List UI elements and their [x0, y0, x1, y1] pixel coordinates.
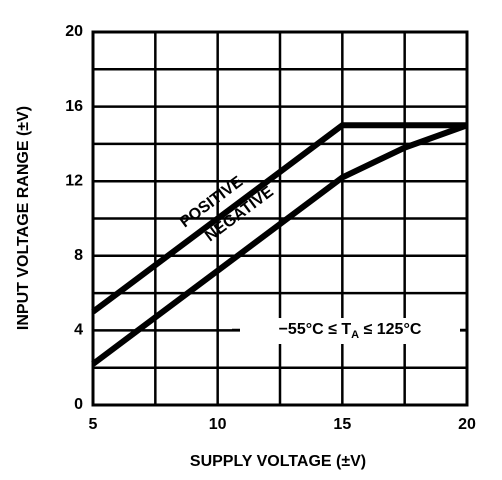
x-tick-label: 15: [333, 416, 351, 433]
annotation-bg: [240, 318, 460, 344]
x-tick-label: 10: [209, 416, 227, 433]
annotation-text: −55°C ≤ TA ≤ 125°C: [279, 321, 422, 341]
y-tick-label: 20: [65, 23, 83, 40]
annotation: −55°C ≤ TA ≤ 125°C: [232, 318, 467, 344]
x-tick-label: 5: [89, 416, 98, 433]
series-line: [91, 122, 469, 367]
x-axis-label: SUPPLY VOLTAGE (±V): [190, 453, 366, 470]
y-tick-label: 16: [65, 98, 83, 115]
y-tick-label: 4: [74, 322, 83, 339]
y-tick-label: 8: [74, 247, 83, 264]
y-tick-label: 0: [74, 396, 83, 413]
x-tick-label: 20: [458, 416, 476, 433]
series-line: [91, 122, 467, 315]
plot-frame: [91, 30, 469, 407]
annotation-suffix: ≤ 125°C: [359, 321, 422, 338]
annotation-sub: A: [351, 329, 359, 341]
y-tick-label: 12: [65, 172, 83, 189]
y-axis-label: INPUT VOLTAGE RANGE (±V): [15, 106, 32, 330]
annotation-prefix: −55°C ≤ T: [279, 321, 352, 338]
